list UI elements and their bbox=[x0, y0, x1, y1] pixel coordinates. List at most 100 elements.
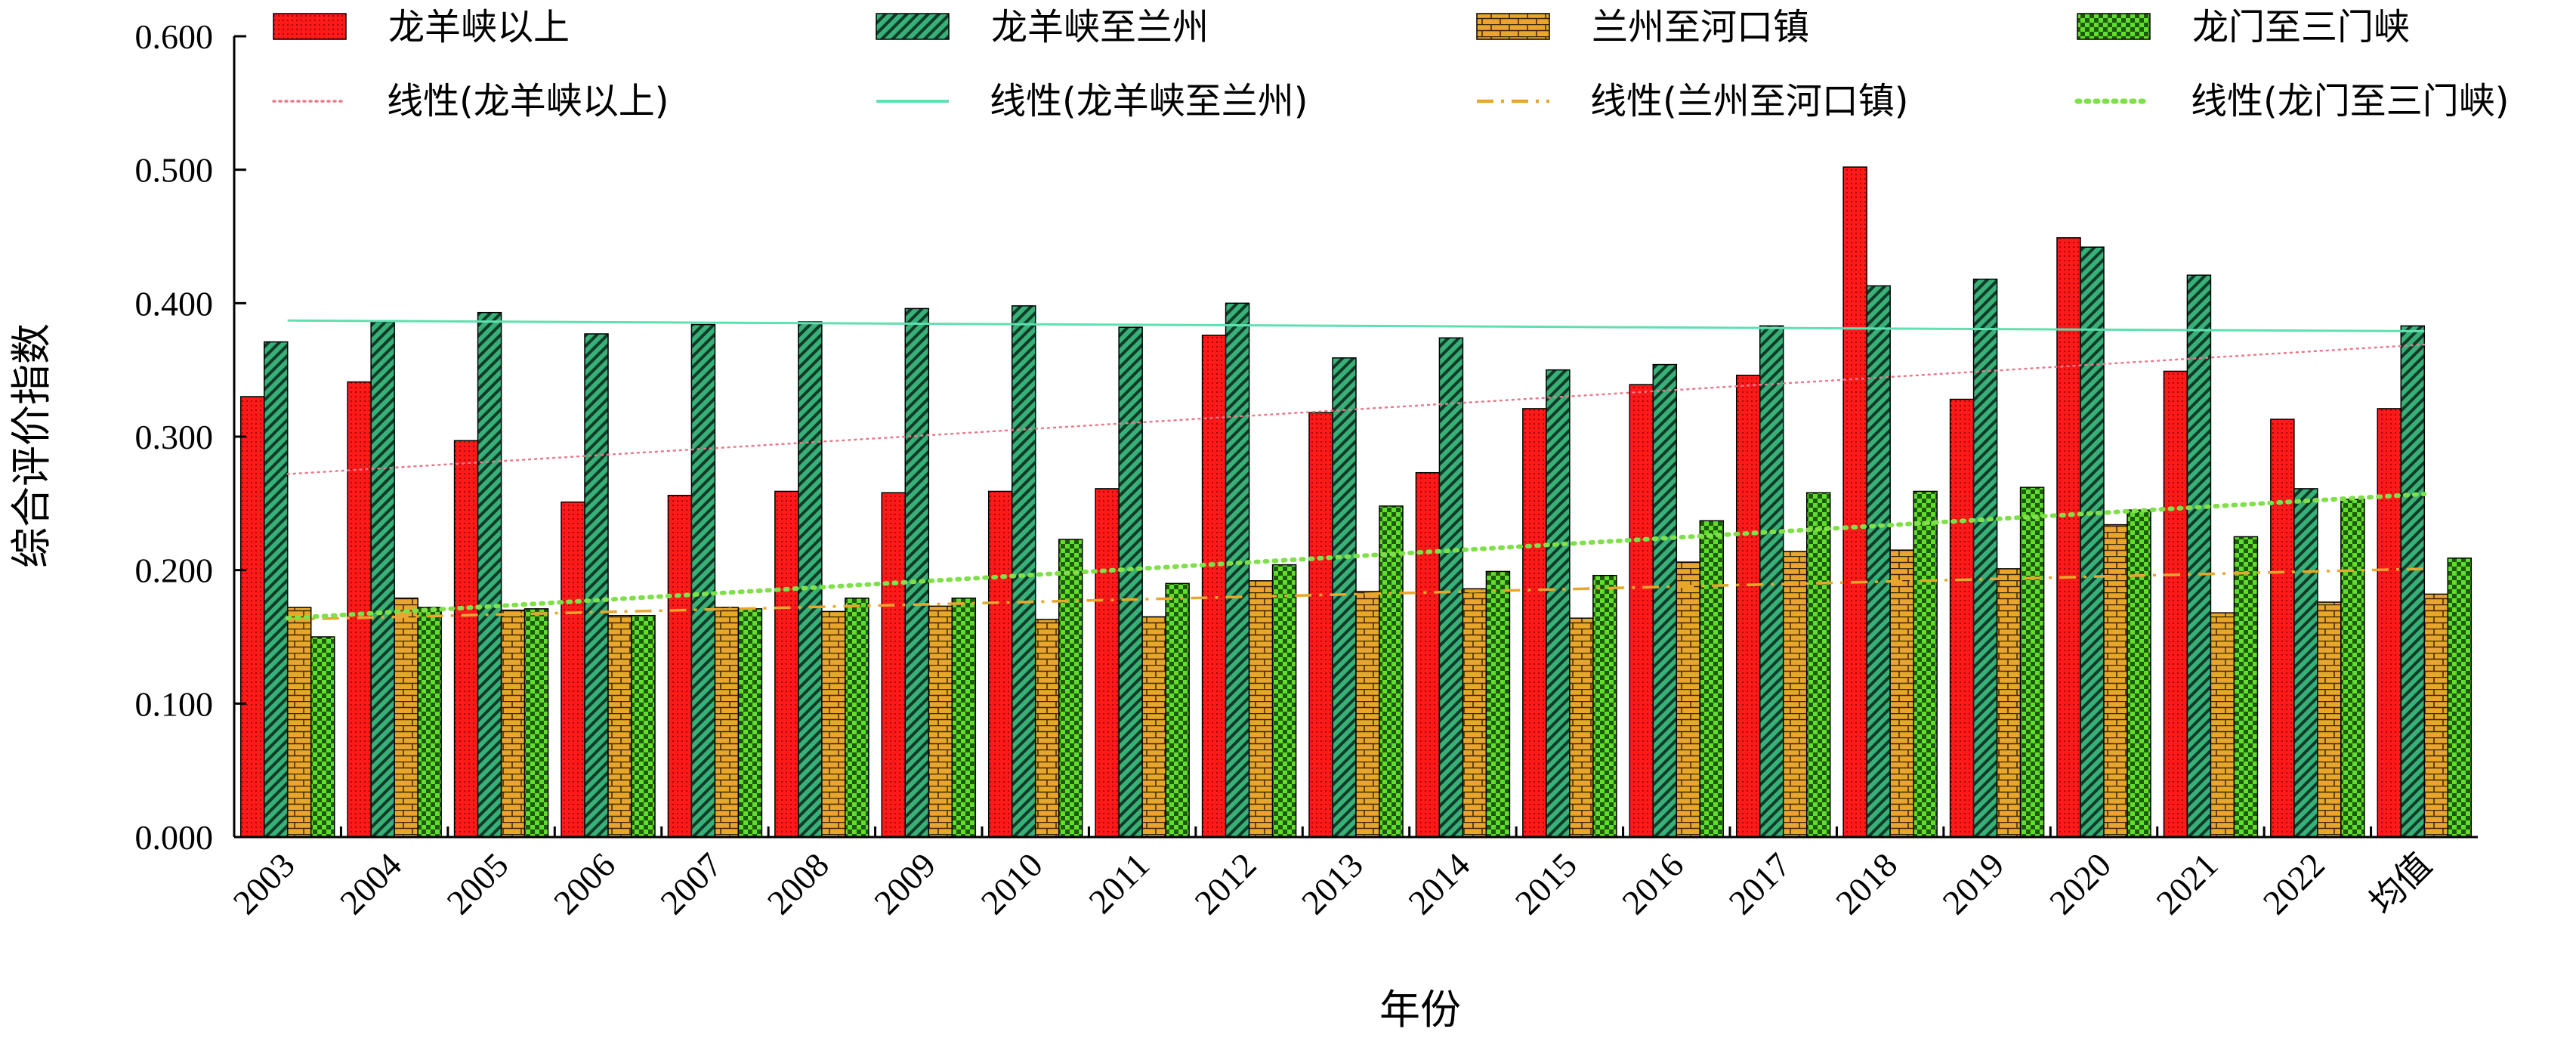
bar-龙羊峡至兰州-2021 bbox=[2186, 274, 2212, 838]
bar-龙羊峡以上-2006 bbox=[561, 501, 585, 838]
legend-swatch-龙羊峡至兰州 bbox=[876, 13, 950, 40]
bar-龙门至三门峡-2005 bbox=[524, 608, 549, 838]
bar-龙羊峡至兰州-2007 bbox=[690, 323, 716, 838]
bar-兰州至河口镇-2018 bbox=[1889, 549, 1914, 838]
bar-兰州至河口镇-2014 bbox=[1462, 588, 1487, 838]
x-tick-label: 2013 bbox=[1294, 845, 1370, 922]
bar-龙门至三门峡-2022 bbox=[2340, 499, 2365, 838]
bar-兰州至河口镇-2017 bbox=[1782, 551, 1808, 838]
x-tick-label: 2003 bbox=[226, 845, 302, 922]
x-tick-label: 2012 bbox=[1188, 845, 1264, 922]
bar-龙羊峡以上-2012 bbox=[1201, 334, 1227, 838]
bar-兰州至河口镇-2006 bbox=[607, 614, 632, 838]
bar-龙羊峡以上-2014 bbox=[1415, 471, 1441, 838]
bar-龙门至三门峡-2006 bbox=[631, 614, 656, 838]
bar-兰州至河口镇-2020 bbox=[2103, 524, 2128, 838]
x-tick-label: 2019 bbox=[1935, 845, 2012, 922]
bar-龙羊峡至兰州-2020 bbox=[2080, 246, 2105, 838]
bar-龙羊峡至兰州-2012 bbox=[1225, 302, 1250, 838]
bar-龙门至三门峡-2016 bbox=[1699, 520, 1725, 838]
legend-label-龙门至三门峡: 龙门至三门峡 bbox=[2192, 6, 2410, 48]
bar-龙羊峡至兰州-2003 bbox=[263, 341, 289, 838]
bar-龙羊峡以上-2015 bbox=[1522, 408, 1547, 838]
bar-龙羊峡至兰州-2015 bbox=[1546, 369, 1571, 838]
bar-龙门至三门峡-2011 bbox=[1165, 582, 1190, 838]
bar-龙门至三门峡-2013 bbox=[1379, 505, 1404, 838]
bar-龙羊峡至兰州-2016 bbox=[1652, 363, 1678, 838]
x-axis-label: 年份 bbox=[1379, 986, 1461, 1033]
x-tick-label: 2008 bbox=[760, 845, 836, 922]
bar-龙羊峡以上-2010 bbox=[987, 490, 1013, 838]
bar-兰州至河口镇-2015 bbox=[1569, 617, 1594, 838]
bar-龙羊峡以上-2005 bbox=[453, 440, 479, 838]
x-tick-label: 2011 bbox=[1081, 845, 1157, 921]
bar-龙羊峡至兰州-2022 bbox=[2293, 488, 2318, 838]
bar-龙羊峡至兰州-2005 bbox=[477, 311, 502, 838]
x-tick-label: 2022 bbox=[2256, 845, 2332, 922]
bar-龙门至三门峡-2007 bbox=[737, 608, 763, 838]
bar-兰州至河口镇-均值 bbox=[2423, 593, 2449, 838]
bar-龙羊峡至兰州-2004 bbox=[370, 321, 395, 838]
x-tick-label: 2010 bbox=[974, 845, 1050, 922]
x-tick-label: 2021 bbox=[2148, 845, 2225, 922]
x-tick-label: 2006 bbox=[546, 845, 622, 922]
bar-兰州至河口镇-2007 bbox=[714, 607, 740, 838]
bar-兰州至河口镇-2016 bbox=[1676, 561, 1701, 838]
bar-龙羊峡至兰州-2017 bbox=[1759, 325, 1784, 838]
y-tick-label: 0.000 bbox=[135, 818, 214, 857]
bar-龙羊峡以上-2013 bbox=[1308, 412, 1333, 838]
bar-龙羊峡以上-2003 bbox=[239, 396, 265, 838]
bar-兰州至河口镇-2005 bbox=[500, 609, 526, 838]
bar-龙羊峡至兰州-2008 bbox=[798, 321, 823, 838]
bar-龙羊峡以上-2008 bbox=[774, 490, 799, 838]
trendline-线性(龙门至三门峡) bbox=[285, 491, 2427, 621]
bar-龙门至三门峡-2004 bbox=[417, 607, 442, 838]
bar-龙羊峡以上-2018 bbox=[1842, 166, 1867, 838]
bar-兰州至河口镇-2004 bbox=[394, 598, 419, 838]
y-tick-label: 0.500 bbox=[135, 151, 214, 190]
bar-龙门至三门峡-2014 bbox=[1485, 570, 1511, 838]
bar-龙门至三门峡-2020 bbox=[2127, 509, 2151, 838]
bar-龙羊峡以上-2016 bbox=[1629, 384, 1654, 838]
legend-label-线性(兰州至河口镇): 线性(兰州至河口镇) bbox=[1590, 80, 1908, 122]
bar-兰州至河口镇-2021 bbox=[2210, 612, 2235, 838]
bar-兰州至河口镇-2011 bbox=[1141, 616, 1166, 838]
bar-龙羊峡以上-均值 bbox=[2377, 408, 2402, 838]
bar-龙羊峡以上-2022 bbox=[2270, 419, 2295, 838]
y-tick-label: 0.200 bbox=[135, 551, 214, 590]
legend-label-龙羊峡以上: 龙羊峡以上 bbox=[388, 6, 570, 48]
bar-兰州至河口镇-2010 bbox=[1034, 619, 1060, 838]
bar-龙羊峡以上-2019 bbox=[1949, 398, 1975, 838]
bar-龙羊峡至兰州-2019 bbox=[1972, 278, 1998, 838]
legend-label-兰州至河口镇: 兰州至河口镇 bbox=[1592, 6, 1809, 48]
legend-label-线性(龙门至三门峡): 线性(龙门至三门峡) bbox=[2191, 80, 2509, 122]
bar-龙门至三门峡-2019 bbox=[2019, 487, 2045, 838]
bar-兰州至河口镇-2008 bbox=[821, 610, 846, 838]
bar-兰州至河口镇-2009 bbox=[928, 605, 953, 838]
bar-龙羊峡以上-2011 bbox=[1095, 488, 1120, 838]
bar-龙羊峡至兰州-均值 bbox=[2400, 325, 2426, 838]
bar-龙门至三门峡-2017 bbox=[1805, 492, 1831, 838]
bar-龙门至三门峡-均值 bbox=[2447, 558, 2473, 838]
bar-兰州至河口镇-2003 bbox=[286, 607, 312, 838]
bar-龙门至三门峡-2003 bbox=[310, 636, 335, 838]
bar-龙羊峡至兰州-2010 bbox=[1011, 305, 1036, 838]
bar-龙门至三门峡-2012 bbox=[1271, 564, 1297, 838]
legend-label-线性(龙羊峡至兰州): 线性(龙羊峡至兰州) bbox=[990, 80, 1308, 122]
bar-兰州至河口镇-2022 bbox=[2317, 601, 2342, 838]
bar-龙门至三门峡-2018 bbox=[1913, 490, 1938, 838]
x-tick-label: 2016 bbox=[1614, 845, 1691, 922]
bar-龙羊峡至兰州-2006 bbox=[584, 333, 609, 838]
bar-龙羊峡至兰州-2013 bbox=[1332, 357, 1357, 838]
x-tick-label: 2018 bbox=[1828, 845, 1904, 922]
bar-龙门至三门峡-2008 bbox=[845, 598, 869, 838]
bar-龙门至三门峡-2021 bbox=[2233, 536, 2259, 838]
legend-label-龙羊峡至兰州: 龙羊峡至兰州 bbox=[991, 6, 1209, 48]
bar-龙羊峡至兰州-2011 bbox=[1118, 326, 1143, 838]
bar-龙门至三门峡-2010 bbox=[1058, 539, 1083, 838]
bar-龙羊峡以上-2007 bbox=[667, 494, 693, 838]
bar-兰州至河口镇-2019 bbox=[1996, 568, 2022, 838]
y-tick-label: 0.400 bbox=[135, 284, 214, 323]
